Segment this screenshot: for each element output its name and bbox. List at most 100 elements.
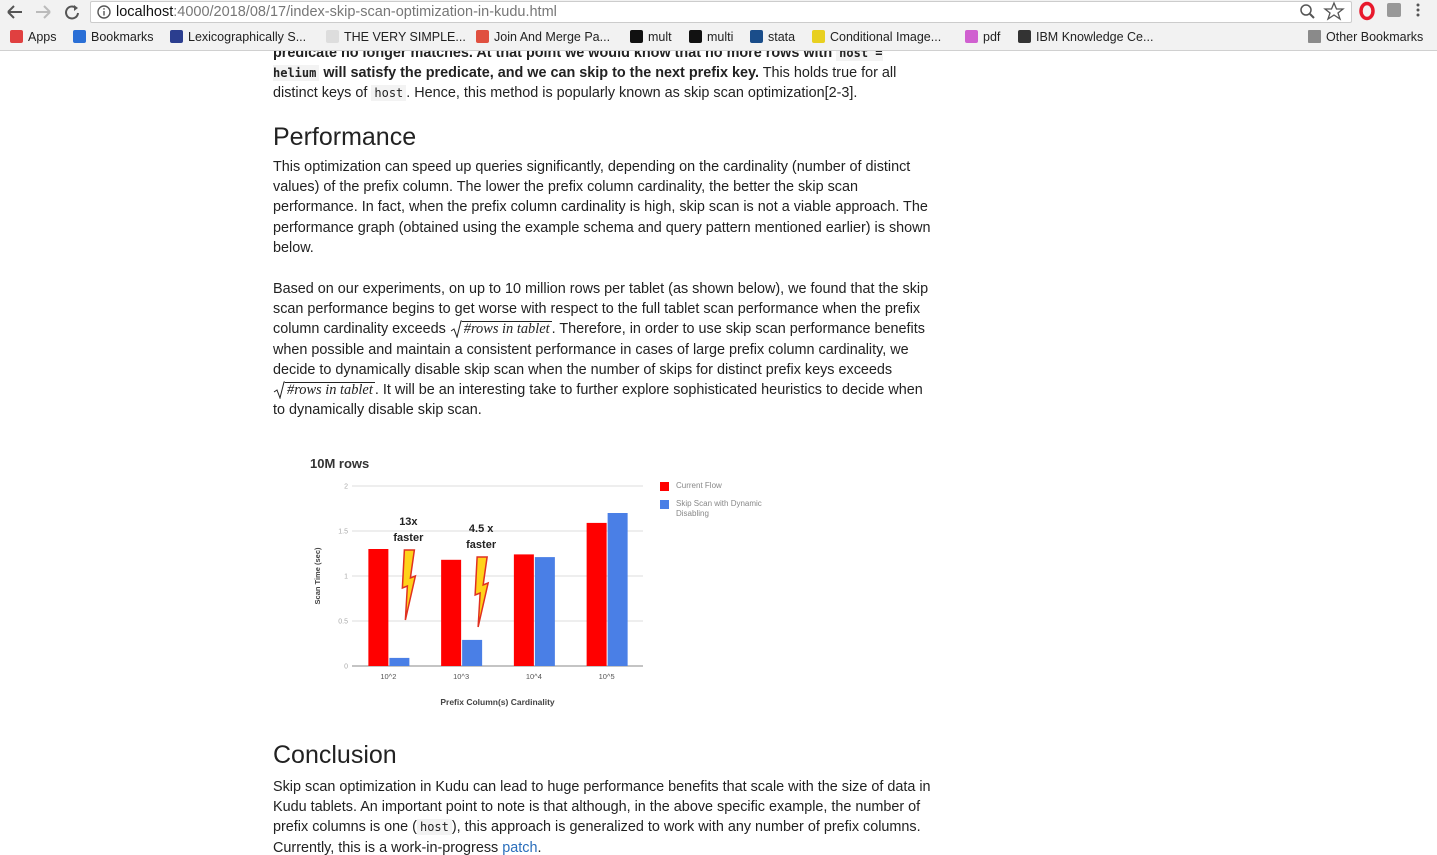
bookmark[interactable]: multi [689,30,733,44]
bookmark[interactable]: Conditional Image... [812,30,941,44]
bookmark[interactable]: Join And Merge Pa... [476,30,610,44]
bookmark[interactable]: pdf [965,30,1000,44]
url-path: :4000/2018/08/17/index-skip-scan-optimiz… [173,4,557,20]
math: #rows in tablet [273,381,375,400]
bar [462,639,483,666]
bookmark-icon [10,30,23,43]
bookmark-icon [812,30,825,43]
annotation: 13x [399,516,418,528]
y-tick-label: 0 [344,664,348,671]
toolbar-icons[interactable] [1296,0,1376,25]
bookmark[interactable]: Apps [10,30,57,44]
bookmark[interactable]: THE VERY SIMPLE... [326,30,466,44]
x-tick-label: 10^5 [599,672,615,681]
legend-swatch [660,500,669,509]
bookmarks-bar: Apps Bookmarks Lexicographically S... THE V… [0,25,1437,51]
annotation: faster [393,532,424,544]
text: . [537,839,542,855]
lightning-bolt [474,556,490,628]
info-icon [97,5,111,19]
bar [586,522,607,666]
other-bookmarks-label: Other Bookmarks [1326,30,1424,44]
radical-sign [450,320,462,340]
radical-stroke [273,381,285,400]
legend-swatch [660,482,669,491]
paragraph: predicate no longer matches. At that poi… [273,51,935,104]
math-radicand: #rows in tablet [461,321,552,338]
chart-title: 10M rows [310,456,369,471]
text: This holds true for all distinct keys of [273,65,897,102]
bookmark-label: THE VERY SIMPLE... [344,30,466,44]
legend-label: Current Flow [676,481,722,490]
bookmark-icon [630,30,643,43]
text: . It will be an interesting take to furt… [273,382,923,419]
bookmark-icon [965,30,978,43]
bar [534,557,555,666]
browser-toolbar: localhost:4000/2018/08/17/index-skip-sca… [0,0,1437,25]
bookmark-label: Join And Merge Pa... [494,30,611,44]
bar [441,559,462,666]
bar [389,657,410,666]
bookmark[interactable]: Lexicographically S... [170,30,306,44]
article: predicate no longer matches. At that poi… [0,51,1437,855]
legend-label: Skip Scan with Dynamic Disabling [676,499,762,518]
bookmark-icon [326,30,339,43]
bookmark-icon [73,30,86,43]
text: . Therefore, in order to use skip scan p… [273,321,925,378]
y-axis-label: Scan Time (sec) [313,547,322,604]
bookmark[interactable]: stata [750,30,795,44]
bookmark-icon [689,30,702,43]
chart: 10M rows 0 0.5 1 1.5 2 Scan Time (sec) Prefix C… [310,456,762,707]
bookmark-label: Bookmarks [91,30,154,44]
bar [368,549,389,666]
inline-code: host [416,819,452,836]
address-bar[interactable]: localhost:4000/2018/08/17/index-skip-sca… [90,1,1352,23]
menu-icons[interactable] [1385,0,1435,25]
bookmark-icon [1018,30,1031,43]
y-tick-label: 1.5 [338,529,348,536]
link[interactable]: patch [502,839,538,855]
text: Skip scan optimization in Kudu can lead … [273,779,931,836]
math: #rows in tablet [450,320,552,340]
url-host: localhost [116,4,174,20]
text: ), this approach is generalized to work … [273,819,921,855]
radical-sign [273,381,285,400]
y-tick-label: 1 [344,574,348,581]
bookmark[interactable]: mult [630,30,672,44]
nav-buttons[interactable] [0,0,88,25]
bar [607,513,628,666]
paragraph: Skip scan optimization in Kudu can lead … [273,777,935,855]
x-tick-label: 10^4 [526,672,542,681]
annotation: 4.5 x [469,523,494,535]
bookmark-label: Lexicographically S... [188,30,307,44]
bookmark-label: IBM Knowledge Ce... [1036,30,1154,44]
lightning-bolt [401,549,417,621]
bookmark-label: pdf [983,30,1001,44]
bold-text: predicate no longer matches. At that poi… [273,51,837,61]
bookmark[interactable]: Bookmarks [73,30,154,44]
x-tick-label: 10^3 [453,672,469,681]
annotation: faster [466,539,497,551]
text: . Hence, this method is popularly known … [406,85,858,102]
legend-entry: Current Flow [676,481,722,490]
bookmark-label: Apps [28,30,57,44]
section-heading: Conclusion [273,741,397,769]
text: This optimization can speed up queries s… [273,159,931,256]
x-axis-label: Prefix Column(s) Cardinality [440,697,555,707]
bookmark-icon [476,30,489,43]
math-radicand: #rows in tablet [285,382,375,399]
paragraph: This optimization can speed up queries s… [273,157,935,258]
text: Based on our experiments, on up to 10 mi… [273,281,929,338]
radical-stroke [450,320,462,340]
bookmark[interactable]: IBM Knowledge Ce... [1018,30,1153,44]
bookmark-label: mult [648,30,672,44]
bar [513,554,534,666]
legend-entry: Skip Scan with Dynamic Disabling [676,499,762,518]
paragraph: Based on our experiments, on up to 10 mi… [273,279,935,420]
y-tick-label: 2 [344,484,348,491]
other-bookmarks[interactable]: Other Bookmarks [1308,30,1423,44]
folder-icon [1308,30,1321,43]
bold-text: will satisfy the predicate, and we can s… [319,65,759,82]
bookmark-icon [750,30,763,43]
